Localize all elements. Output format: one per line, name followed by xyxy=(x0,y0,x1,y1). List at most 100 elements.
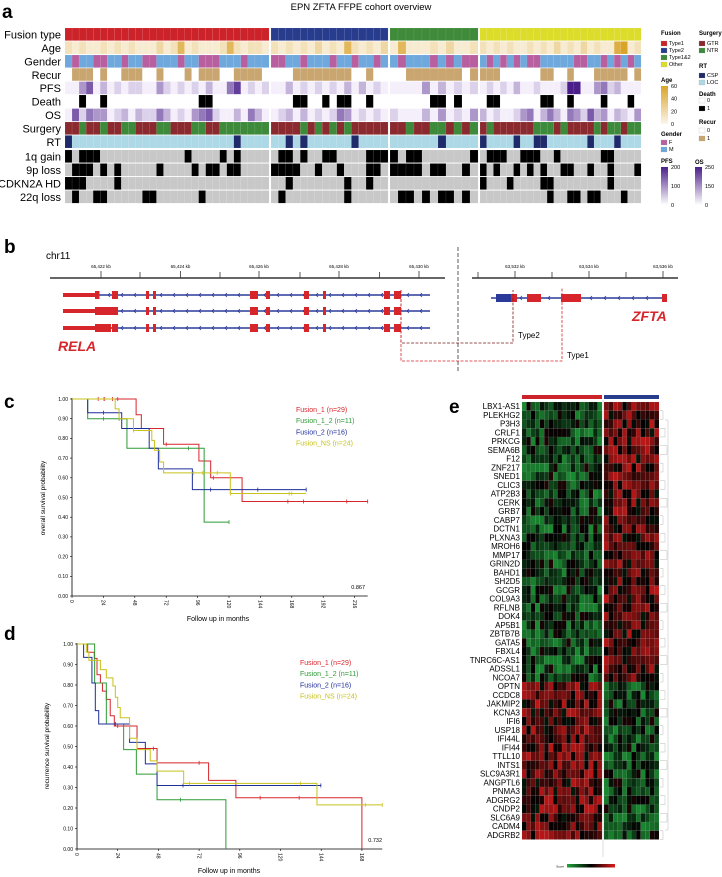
heatmap-cell xyxy=(570,681,576,691)
heatmap-cell xyxy=(533,149,541,163)
heatmap-cell xyxy=(645,568,650,578)
heatmap-cell xyxy=(584,664,589,674)
heatmap-cell xyxy=(219,94,227,108)
gene-label: ADGRB2 xyxy=(487,831,520,840)
x-tick-label: 72 xyxy=(162,600,168,606)
heatmap-cell xyxy=(149,149,157,163)
heatmap-cell xyxy=(544,471,549,481)
heatmap-cell xyxy=(520,41,528,55)
heatmap-cell xyxy=(654,751,660,761)
heatmap-cell xyxy=(617,620,623,630)
heatmap-cell xyxy=(373,163,381,177)
heatmap-cell xyxy=(530,585,536,595)
heatmap-cell xyxy=(588,708,594,718)
heatmap-cell xyxy=(429,121,439,135)
heatmap-cell xyxy=(566,550,572,560)
heatmap-cell xyxy=(128,108,136,122)
heatmap-cell xyxy=(247,163,256,177)
strand-arrow-icon xyxy=(263,292,267,298)
strand-arrow-icon xyxy=(328,308,332,314)
heatmap-cell xyxy=(597,664,603,674)
heatmap-cell xyxy=(437,163,447,177)
heatmap-cell xyxy=(521,830,527,840)
exon xyxy=(153,307,156,315)
heatmap-cell xyxy=(575,743,580,753)
heatmap-cell xyxy=(413,54,423,68)
y-tick-label: 0.60 xyxy=(63,724,73,730)
heatmap-cell xyxy=(292,68,301,81)
heatmap-cell xyxy=(622,620,628,630)
strand-arrow-icon xyxy=(315,325,319,331)
heatmap-cell xyxy=(649,734,655,744)
y-tick-label: 0.00 xyxy=(63,847,73,853)
heatmap-cell xyxy=(603,655,609,665)
gene-label: SLC9A3R1 xyxy=(480,770,521,779)
legend-swatch xyxy=(660,139,668,146)
strand-arrow-icon xyxy=(276,292,280,298)
heatmap-cell xyxy=(513,190,521,204)
survival-curve xyxy=(77,643,321,786)
heatmap-cell xyxy=(626,454,632,464)
heatmap-cell xyxy=(613,646,618,656)
heatmap-cell xyxy=(535,506,540,516)
heatmap-cell xyxy=(597,708,603,718)
heatmap-cell xyxy=(626,778,632,788)
heatmap-cell xyxy=(437,190,447,204)
y-tick-label: 0.80 xyxy=(58,436,68,442)
heatmap-cell xyxy=(570,445,576,455)
heatmap-cell xyxy=(184,149,192,163)
heatmap-cell xyxy=(557,436,563,446)
heatmap-cell xyxy=(584,568,589,578)
heatmap-cell xyxy=(631,690,637,700)
gene-label: ZNF217 xyxy=(491,463,520,472)
heatmap-cell xyxy=(584,594,589,604)
heatmap-cell xyxy=(561,813,567,823)
heatmap-cell xyxy=(530,568,536,578)
heatmap-cell xyxy=(233,27,242,41)
heatmap-cell xyxy=(613,541,618,551)
heatmap-cell xyxy=(533,190,541,204)
heatmap-cell xyxy=(567,121,575,135)
heatmap-cell xyxy=(579,673,585,683)
heatmap-cell xyxy=(575,541,580,551)
heatmap-cell xyxy=(292,176,301,190)
heatmap-cell xyxy=(548,638,554,648)
heatmap-cell xyxy=(603,585,609,595)
heatmap-cell xyxy=(597,690,603,700)
heatmap-cell xyxy=(521,515,527,525)
heatmap-cell xyxy=(429,190,439,204)
heatmap-cell xyxy=(121,135,129,149)
heatmap-cell xyxy=(533,108,541,122)
heatmap-cell xyxy=(520,27,528,41)
heatmap-cell xyxy=(198,94,206,108)
heatmap-cell xyxy=(539,506,545,516)
heatmap-cell xyxy=(539,524,545,534)
heatmap-cell xyxy=(552,550,558,560)
heatmap-cell xyxy=(600,94,608,108)
heatmap-cell xyxy=(640,786,646,796)
heatmap-cell xyxy=(635,629,641,639)
heatmap-cell xyxy=(575,690,580,700)
heatmap-cell xyxy=(513,108,521,122)
heatmap-cell xyxy=(631,445,637,455)
heatmap-cell xyxy=(114,163,122,177)
heatmap-cell xyxy=(373,135,381,149)
heatmap-cell xyxy=(622,734,628,744)
heatmap-cell xyxy=(469,41,479,55)
heatmap-cell xyxy=(365,54,374,68)
heatmap-cell xyxy=(622,629,628,639)
heatmap-cell xyxy=(540,135,548,149)
heatmap-cell xyxy=(380,108,389,122)
heatmap-cell xyxy=(640,541,646,551)
heatmap-cell xyxy=(631,769,637,779)
heatmap-cell xyxy=(635,498,641,508)
heatmap-cell xyxy=(552,734,558,744)
heatmap-cell xyxy=(114,41,122,55)
heatmap-cell xyxy=(453,121,463,135)
heatmap-cell xyxy=(608,760,614,770)
heatmap-cell xyxy=(608,419,614,429)
heatmap-cell xyxy=(654,454,660,464)
heatmap-cell xyxy=(603,664,609,674)
heatmap-cell xyxy=(631,734,637,744)
heatmap-cell xyxy=(588,646,594,656)
